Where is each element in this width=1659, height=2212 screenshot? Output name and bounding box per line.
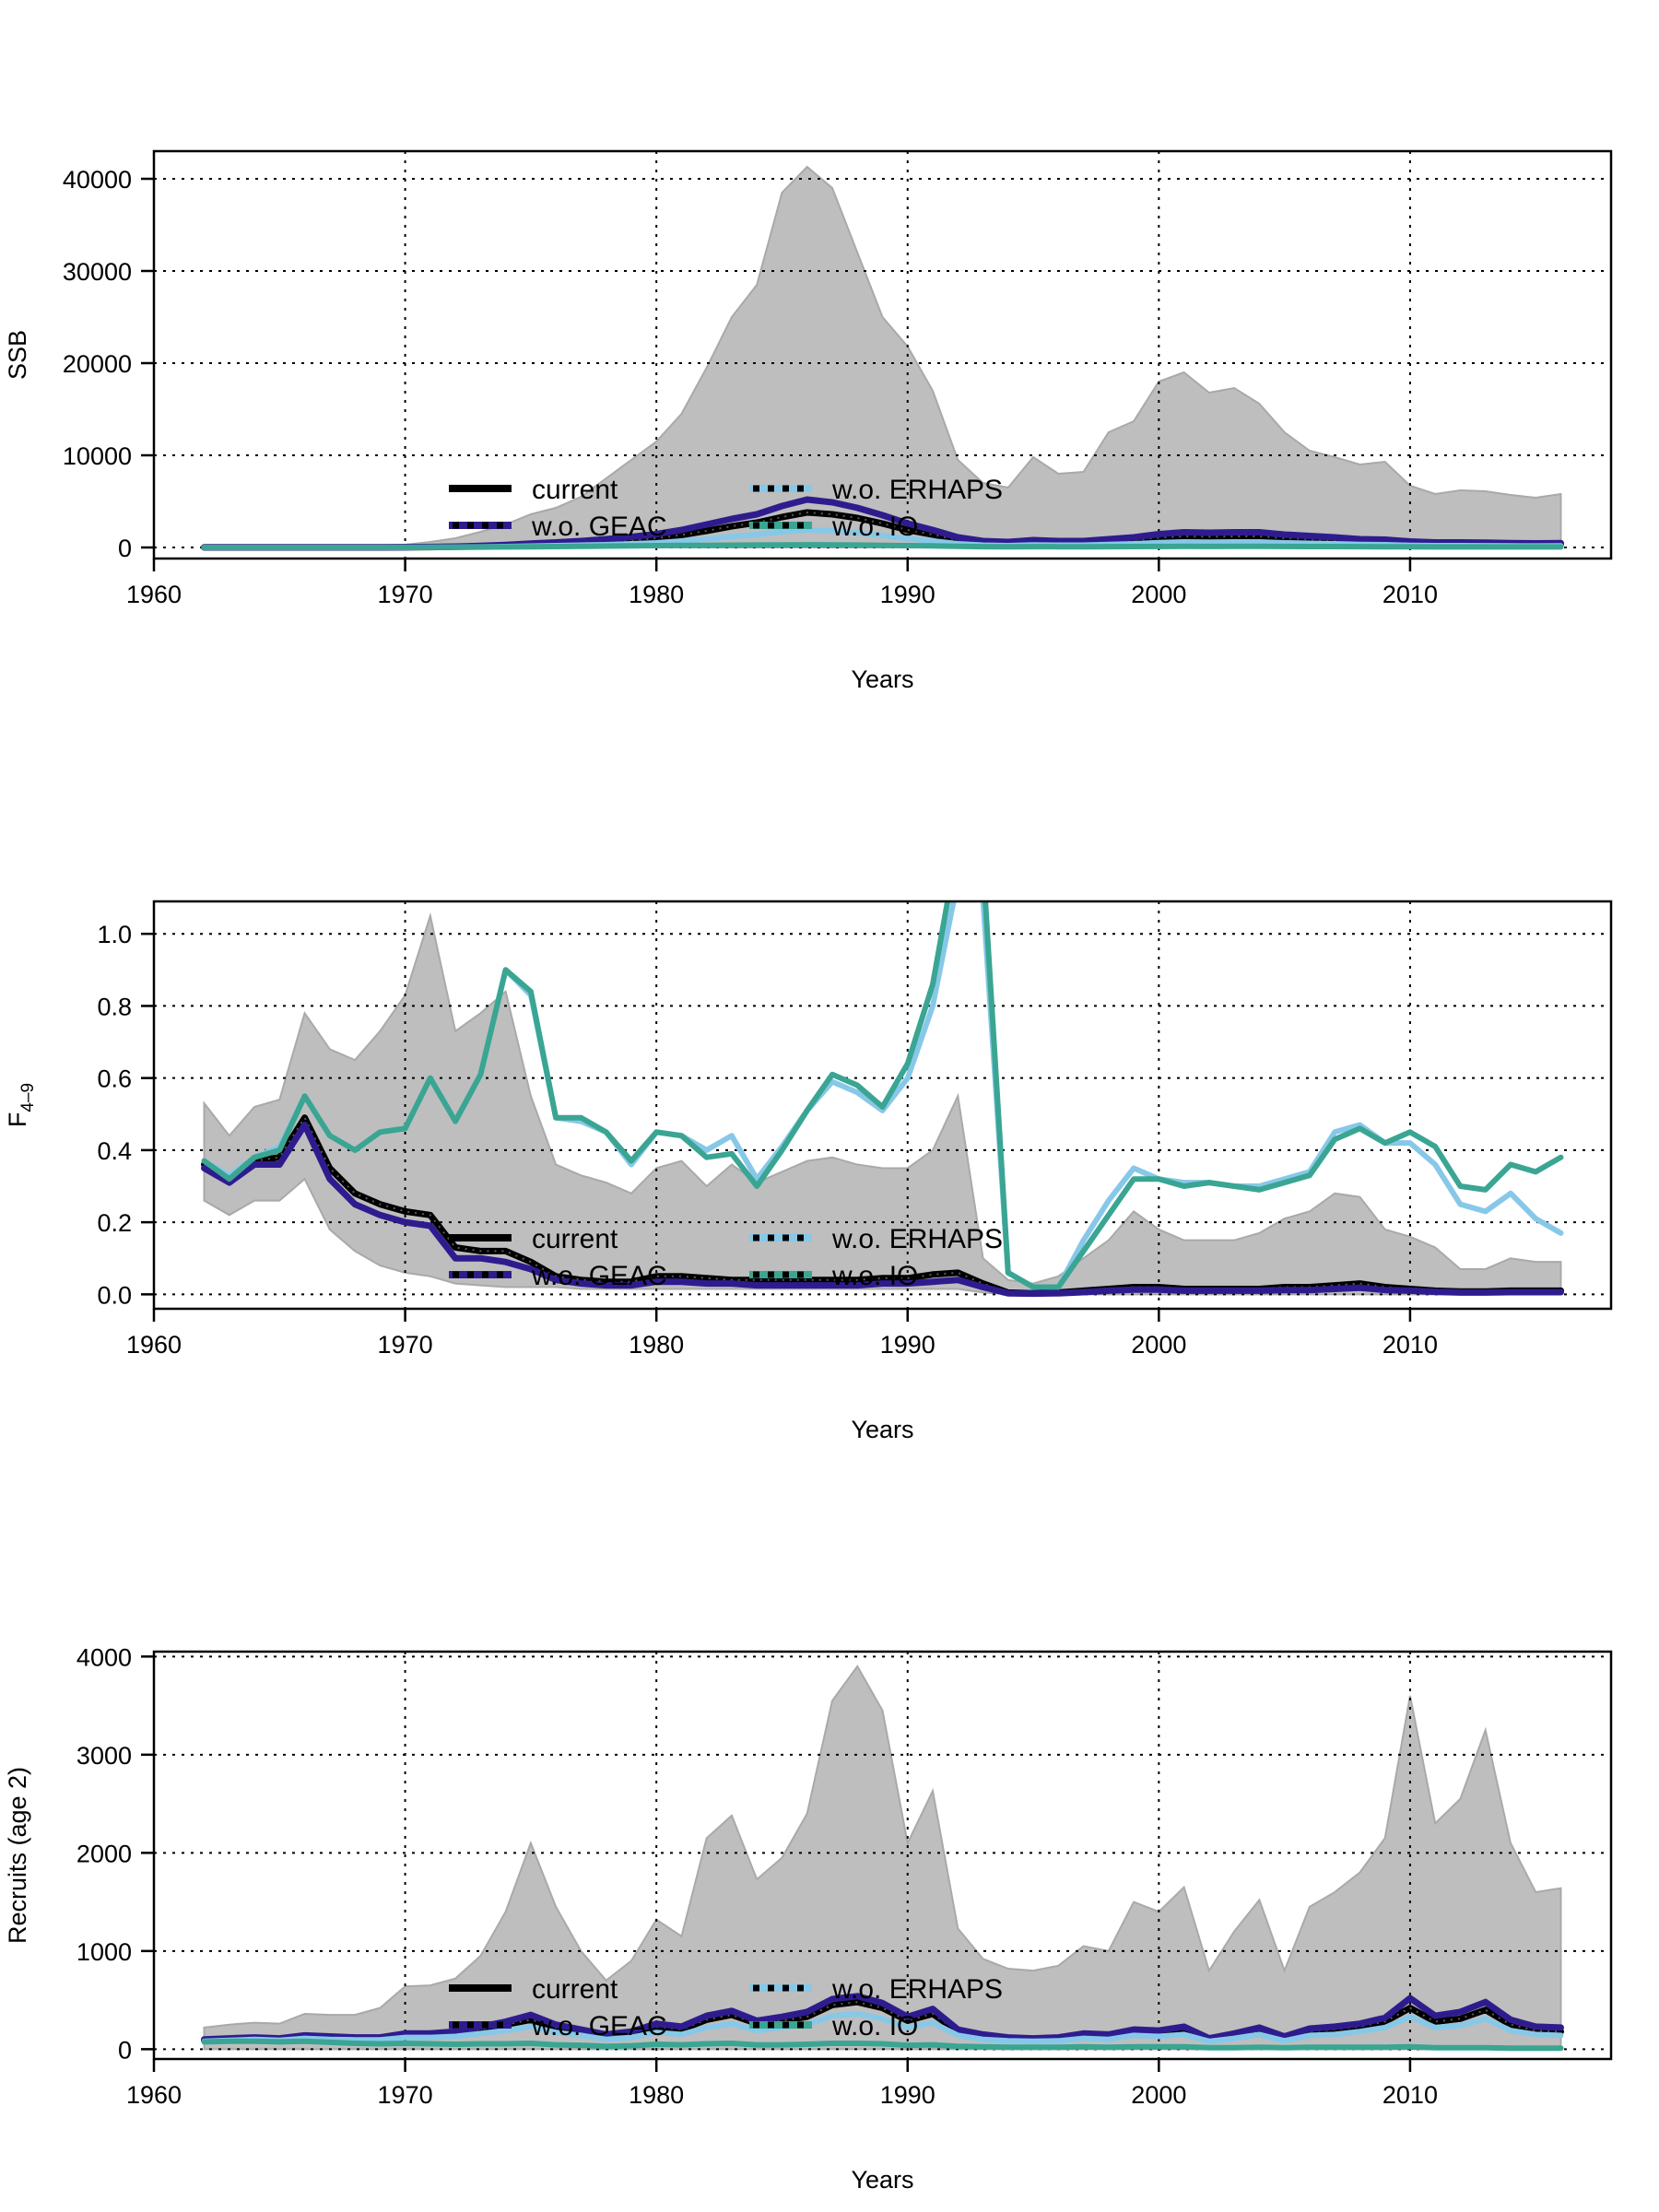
x-tick-label: 2000 (1131, 581, 1186, 608)
y-axis-label: SSB (4, 330, 31, 380)
y-tick-label: 3000 (76, 1742, 132, 1770)
x-tick-label: 1980 (629, 2081, 684, 2109)
legend-label: current (532, 475, 618, 505)
y-axis-label: F4–9 (4, 1083, 38, 1127)
y-tick-label: 0.8 (97, 993, 132, 1020)
y-axis-label: Recruits (age 2) (4, 1767, 31, 1944)
legend-label: w.o. IO (831, 1261, 918, 1291)
y-tick-label: 2000 (76, 1840, 132, 1867)
x-tick-label: 2010 (1382, 581, 1438, 608)
x-tick-label: 1990 (880, 581, 935, 608)
x-tick-label: 1960 (126, 2081, 182, 2109)
series-line-w-o-io (201, 2038, 1564, 2052)
x-tick-label: 1970 (378, 1331, 433, 1359)
series-line-w-o-geac (201, 1993, 1564, 2043)
panel-3: 1960 1970 1980 1990 2000 2010 0 1000 2000 3000 400… (4, 1643, 1613, 2194)
y-tick-label: 30000 (63, 258, 132, 286)
x-tick-label: 1990 (880, 2081, 935, 2109)
series-line-w-o-io (201, 542, 1564, 550)
panel-1: 1960 1970 1980 1990 2000 2010 0 10000 20000 30000… (4, 149, 1613, 693)
legend: current w.o. ERHAPS w.o. GEAC w.o. IO (449, 1224, 1003, 1291)
x-tick-label: 2010 (1382, 2081, 1438, 2109)
series-line-w-o-erhaps (201, 2011, 1564, 2044)
legend-label: w.o. IO (831, 512, 918, 542)
y-tick-label: 20000 (63, 350, 132, 378)
y-tick-label: 0.6 (97, 1065, 132, 1093)
plot-frame (152, 149, 1613, 560)
x-tick-label: 1980 (629, 1331, 684, 1359)
legend: current w.o. ERHAPS w.o. GEAC w.o. IO (449, 1974, 1003, 2041)
y-tick-label: 4000 (76, 1643, 132, 1671)
series-line-current-highlight (204, 1115, 1561, 1295)
legend: current w.o. ERHAPS w.o. GEAC w.o. IO (449, 475, 1003, 542)
y-tick-label: 0 (118, 535, 132, 562)
x-tick-label: 1960 (126, 581, 182, 608)
series-line-w-o-io (201, 901, 1564, 1290)
y-tick-label: 0 (118, 2036, 132, 2064)
legend-label: w.o. ERHAPS (831, 475, 1003, 505)
y-tick-label: 0.0 (97, 1281, 132, 1309)
legend-label: w.o. GEAC (531, 2011, 667, 2041)
x-tick-label: 1980 (629, 581, 684, 608)
y-tick-label: 0.4 (97, 1137, 132, 1165)
panel-2: 1960 1970 1980 1990 2000 2010 0.0 0.2 0.4 0.6 0.8 1… (4, 900, 1613, 1443)
y-tick-label: 1000 (76, 1938, 132, 1966)
y-axis-label-subscript: 4–9 (18, 1083, 38, 1112)
x-axis-label: Years (851, 2166, 913, 2194)
x-axis-label: Years (851, 1416, 913, 1443)
legend-label: w.o. ERHAPS (831, 1974, 1003, 2005)
series-line-current (201, 1114, 1564, 1297)
x-tick-label: 2000 (1131, 1331, 1186, 1359)
legend-label: current (532, 1974, 618, 2005)
plot-frame (152, 1650, 1613, 2061)
legend-label: w.o. GEAC (531, 1261, 667, 1291)
x-tick-label: 1970 (378, 2081, 433, 2109)
x-tick-label: 1960 (126, 1331, 182, 1359)
plot-frame (152, 900, 1613, 1311)
y-tick-label: 10000 (63, 442, 132, 470)
y-tick-label: 0.2 (97, 1209, 132, 1237)
legend-label: current (532, 1224, 618, 1254)
x-axis-label: Years (851, 665, 913, 693)
y-tick-label: 40000 (63, 166, 132, 194)
x-tick-label: 2000 (1131, 2081, 1186, 2109)
series-line-w-o-geac (201, 1122, 1564, 1298)
legend-label: w.o. ERHAPS (831, 1224, 1003, 1254)
legend-label: w.o. IO (831, 2011, 918, 2041)
legend-label: w.o. GEAC (531, 512, 667, 542)
x-tick-label: 1990 (880, 1331, 935, 1359)
x-tick-label: 2010 (1382, 1331, 1438, 1359)
y-tick-label: 1.0 (97, 921, 132, 948)
x-tick-label: 1970 (378, 581, 433, 608)
